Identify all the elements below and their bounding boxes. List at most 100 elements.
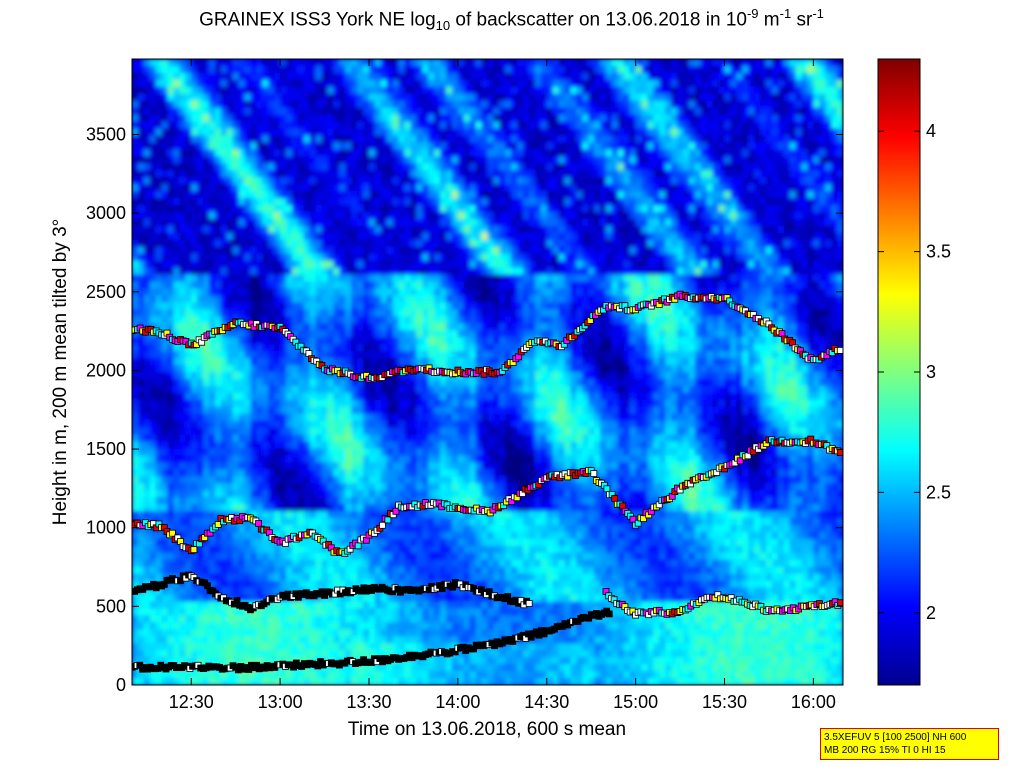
heatmap-cell: [185, 225, 192, 234]
heatmap-cell: [351, 135, 358, 144]
heatmap-cell: [428, 337, 435, 345]
heatmap-cell: [173, 267, 180, 276]
heatmap-cell: [167, 72, 175, 81]
heatmap-cell: [546, 142, 554, 151]
heatmap-cell: [594, 135, 601, 144]
heatmap-cell: [481, 218, 489, 227]
heatmap-cell: [268, 205, 275, 213]
heatmap-cell: [333, 309, 340, 317]
heatmap-cell: [286, 225, 293, 234]
heatmap-cell: [155, 316, 163, 324]
heatmap-cell: [197, 309, 204, 317]
heatmap-cell: [534, 142, 542, 151]
heatmap-cell: [280, 100, 287, 109]
heatmap-cell: [789, 191, 797, 199]
heatmap-cell: [712, 198, 720, 206]
heatmap-cell: [214, 65, 222, 74]
heatmap-cell: [132, 142, 139, 151]
heatmap-cell: [280, 156, 287, 164]
heatmap-cell: [451, 344, 459, 352]
heatmap-cell: [451, 253, 459, 262]
heatmap-cell: [517, 142, 524, 151]
heatmap-cell: [777, 149, 785, 157]
heatmap-cell: [517, 184, 524, 192]
heatmap-cell: [137, 65, 145, 74]
heatmap-cell: [789, 121, 797, 130]
heatmap-cell: [724, 260, 732, 269]
heatmap-cell: [315, 232, 323, 241]
heatmap-cell: [754, 232, 761, 241]
heatmap-cell: [434, 149, 441, 157]
heatmap-cell: [374, 184, 382, 192]
heatmap-cell: [463, 288, 471, 297]
heatmap-cell: [380, 107, 388, 116]
heatmap-cell: [837, 65, 843, 74]
heatmap-cell: [197, 316, 204, 324]
heatmap-cell: [534, 156, 542, 164]
heatmap-cell: [369, 149, 376, 157]
heatmap-cell: [274, 142, 281, 151]
heatmap-cell: [564, 156, 572, 164]
heatmap-cell: [528, 59, 536, 67]
heatmap-cell: [280, 170, 287, 178]
heatmap-cell: [404, 163, 412, 171]
heatmap-cell: [718, 218, 726, 227]
heatmap-cell: [534, 163, 542, 171]
heatmap-cell: [179, 239, 186, 248]
heatmap-cell: [534, 72, 542, 81]
heatmap-cell: [434, 79, 441, 88]
heatmap-cell: [570, 142, 577, 151]
heatmap-cell: [611, 135, 619, 144]
heatmap-cell: [321, 142, 329, 151]
heatmap-cell: [771, 121, 779, 130]
heatmap-cell: [256, 156, 263, 164]
heatmap-cell: [825, 253, 832, 262]
heatmap-cell: [748, 107, 755, 116]
heatmap-cell: [321, 302, 329, 310]
heatmap-cell: [339, 128, 346, 137]
heatmap-cell: [783, 114, 791, 123]
heatmap-cell: [736, 274, 743, 283]
heatmap-cell: [819, 288, 826, 297]
heatmap-cell: [724, 323, 732, 331]
heatmap-cell: [428, 281, 435, 290]
heatmap-cell: [380, 232, 388, 241]
heatmap-cell: [291, 316, 299, 324]
heatmap-cell: [137, 184, 145, 192]
heatmap-cell: [712, 156, 720, 164]
heatmap-cell: [179, 163, 186, 171]
heatmap-cell: [623, 121, 631, 130]
heatmap-cell: [232, 93, 240, 102]
heatmap-cell: [333, 191, 340, 199]
heatmap-cell: [552, 135, 560, 144]
heatmap-cell: [428, 184, 435, 192]
heatmap-cell: [813, 163, 820, 171]
heatmap-cell: [706, 246, 714, 255]
heatmap-cell: [155, 337, 163, 345]
heatmap-cell: [700, 218, 708, 227]
heatmap-cell: [149, 246, 157, 255]
heatmap-cell: [363, 191, 370, 199]
heatmap-cell: [677, 72, 684, 81]
heatmap-cell: [238, 253, 246, 262]
heatmap-cell: [428, 253, 435, 262]
heatmap-cell: [268, 59, 275, 67]
heatmap-cell: [570, 239, 577, 248]
heatmap-cell: [523, 177, 530, 185]
heatmap-cell: [795, 267, 803, 276]
heatmap-cell: [173, 323, 180, 331]
heatmap-cell: [647, 59, 654, 67]
heatmap-cell: [244, 121, 252, 130]
heatmap-cell: [209, 274, 216, 283]
heatmap-cell: [220, 225, 228, 234]
heatmap-cell: [831, 135, 838, 144]
heatmap-cell: [209, 309, 216, 317]
heatmap-cell: [291, 79, 299, 88]
heatmap-cell: [333, 86, 340, 95]
heatmap-cell: [683, 72, 690, 81]
heatmap-cell: [363, 135, 370, 144]
heatmap-cell: [600, 205, 607, 213]
heatmap-cell: [540, 59, 548, 67]
heatmap-cell: [706, 218, 714, 227]
heatmap-cell: [280, 205, 287, 213]
